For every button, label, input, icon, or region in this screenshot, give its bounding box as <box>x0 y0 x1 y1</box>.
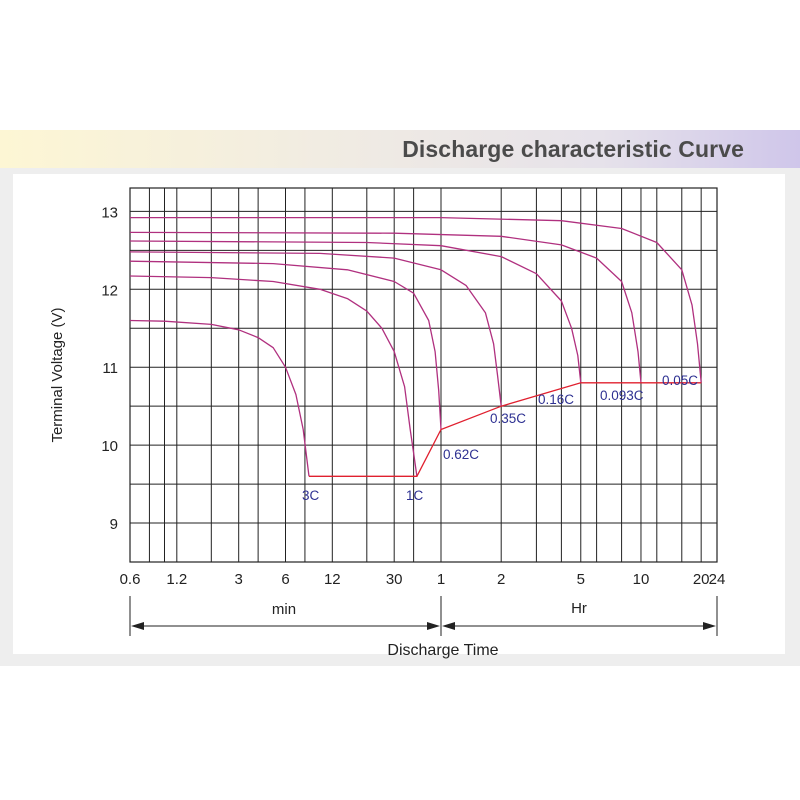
arrowhead-right <box>427 622 440 630</box>
discharge-curve-0.093C <box>129 231 642 383</box>
y-tick-label: 11 <box>102 360 118 377</box>
series-label: 0.16C <box>538 392 574 407</box>
x-tick-label: 24 <box>709 571 726 588</box>
grid <box>129 187 718 563</box>
series-label: 3C <box>302 488 320 503</box>
y-axis-label: Terminal Voltage (V) <box>49 307 66 442</box>
arrowhead-left <box>442 622 455 630</box>
x-tick-label: 10 <box>633 571 650 588</box>
y-tick-label: 9 <box>110 516 118 533</box>
discharge-curve-0.16C <box>129 240 582 383</box>
x-tick-label: 30 <box>386 571 403 588</box>
x-tick-label: 20 <box>693 571 710 588</box>
x-axis-label: Discharge Time <box>387 642 498 659</box>
x-tick-label: 12 <box>324 571 341 588</box>
x-tick-label: 1 <box>437 571 445 588</box>
x-tick-label: 0.6 <box>120 571 141 588</box>
unit-arrows <box>129 596 718 636</box>
y-tick-label: 12 <box>101 282 118 299</box>
discharge-curve-0.35C <box>129 251 502 407</box>
hours-unit-label: Hr <box>571 600 587 617</box>
x-tick-label: 5 <box>577 571 585 588</box>
series-label: 0.62C <box>443 447 479 462</box>
discharge-curve-0.62C <box>129 260 442 430</box>
arrowhead-left <box>131 622 144 630</box>
discharge-curve-1C <box>129 275 418 477</box>
chart-title: Discharge characteristic Curve <box>402 136 744 162</box>
minutes-unit-label: min <box>272 601 296 618</box>
y-tick-label: 13 <box>101 204 118 221</box>
series-label: 0.35C <box>490 411 526 426</box>
discharge-curves <box>129 216 702 477</box>
title-bar: Discharge characteristic Curve <box>0 130 800 168</box>
discharge-curve-0.05C <box>130 216 702 383</box>
plot-frame <box>129 187 718 563</box>
discharge-curve-3C <box>129 319 310 477</box>
x-tick-label: 3 <box>235 571 243 588</box>
arrowhead-right <box>703 622 716 630</box>
series-label: 0.05C <box>662 373 698 388</box>
series-label: 0.093C <box>600 388 644 403</box>
x-tick-label: 1.2 <box>166 571 187 588</box>
y-tick-label: 10 <box>101 438 118 455</box>
x-tick-label: 6 <box>281 571 289 588</box>
series-label: 1C <box>406 488 424 503</box>
cutoff-voltage-line <box>309 382 702 477</box>
x-tick-label: 2 <box>497 571 505 588</box>
